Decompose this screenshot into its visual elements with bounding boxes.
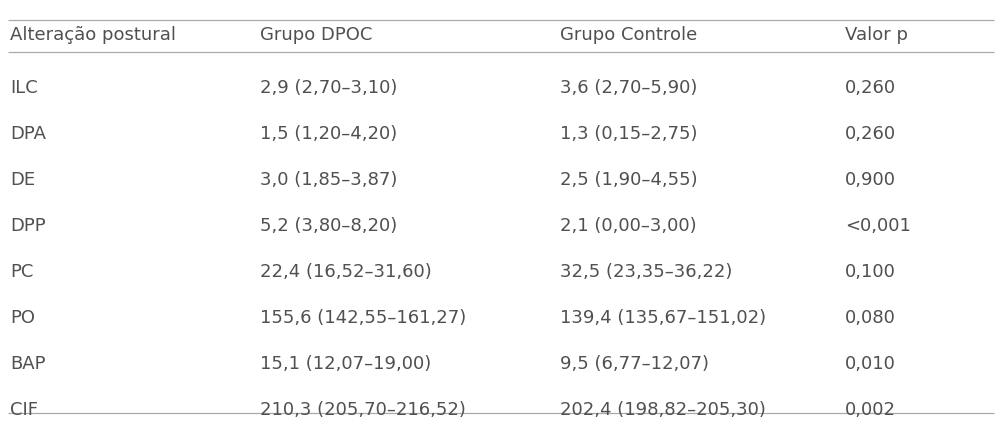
Text: PO: PO [10, 309, 35, 327]
Text: 0,080: 0,080 [845, 309, 896, 327]
Text: DE: DE [10, 171, 35, 189]
Text: 155,6 (142,55–161,27): 155,6 (142,55–161,27) [260, 309, 466, 327]
Text: CIF: CIF [10, 401, 38, 419]
Text: 0,900: 0,900 [845, 171, 896, 189]
Text: 202,4 (198,82–205,30): 202,4 (198,82–205,30) [560, 401, 766, 419]
Text: <0,001: <0,001 [845, 217, 911, 235]
Text: 22,4 (16,52–31,60): 22,4 (16,52–31,60) [260, 263, 432, 281]
Text: 32,5 (23,35–36,22): 32,5 (23,35–36,22) [560, 263, 732, 281]
Text: Alteração postural: Alteração postural [10, 26, 176, 44]
Text: 0,002: 0,002 [845, 401, 896, 419]
Text: 1,3 (0,15–2,75): 1,3 (0,15–2,75) [560, 125, 697, 143]
Text: 1,5 (1,20–4,20): 1,5 (1,20–4,20) [260, 125, 397, 143]
Text: 15,1 (12,07–19,00): 15,1 (12,07–19,00) [260, 355, 431, 373]
Text: 0,010: 0,010 [845, 355, 896, 373]
Text: 9,5 (6,77–12,07): 9,5 (6,77–12,07) [560, 355, 709, 373]
Text: BAP: BAP [10, 355, 45, 373]
Text: 210,3 (205,70–216,52): 210,3 (205,70–216,52) [260, 401, 466, 419]
Text: ILC: ILC [10, 79, 38, 97]
Text: 5,2 (3,80–8,20): 5,2 (3,80–8,20) [260, 217, 397, 235]
Text: 2,1 (0,00–3,00): 2,1 (0,00–3,00) [560, 217, 696, 235]
Text: PC: PC [10, 263, 33, 281]
Text: DPA: DPA [10, 125, 46, 143]
Text: 0,260: 0,260 [845, 125, 896, 143]
Text: 0,260: 0,260 [845, 79, 896, 97]
Text: 2,9 (2,70–3,10): 2,9 (2,70–3,10) [260, 79, 398, 97]
Text: 139,4 (135,67–151,02): 139,4 (135,67–151,02) [560, 309, 767, 327]
Text: 0,100: 0,100 [845, 263, 896, 281]
Text: Grupo DPOC: Grupo DPOC [260, 26, 373, 44]
Text: Grupo Controle: Grupo Controle [560, 26, 697, 44]
Text: 3,0 (1,85–3,87): 3,0 (1,85–3,87) [260, 171, 398, 189]
Text: 3,6 (2,70–5,90): 3,6 (2,70–5,90) [560, 79, 697, 97]
Text: Valor p: Valor p [845, 26, 908, 44]
Text: DPP: DPP [10, 217, 46, 235]
Text: 2,5 (1,90–4,55): 2,5 (1,90–4,55) [560, 171, 697, 189]
